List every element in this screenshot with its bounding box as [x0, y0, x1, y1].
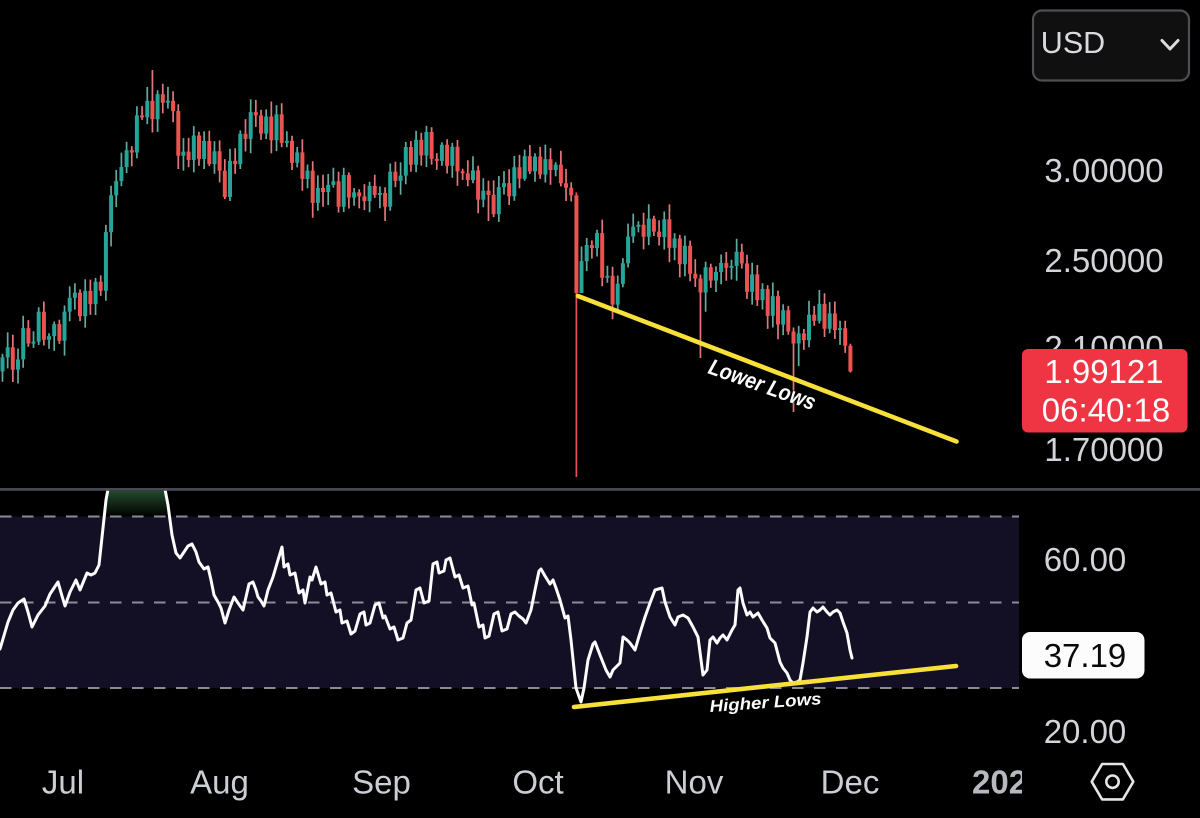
- svg-text:Sep: Sep: [352, 763, 411, 800]
- svg-text:Nov: Nov: [665, 763, 724, 800]
- svg-text:1.99121: 1.99121: [1044, 353, 1163, 390]
- svg-text:3.00000: 3.00000: [1044, 152, 1163, 189]
- svg-text:USD: USD: [1041, 26, 1105, 60]
- svg-text:20.00: 20.00: [1044, 713, 1127, 750]
- svg-text:Dec: Dec: [821, 763, 880, 800]
- svg-text:2.50000: 2.50000: [1044, 242, 1163, 279]
- svg-text:Aug: Aug: [190, 763, 249, 800]
- svg-text:37.19: 37.19: [1044, 637, 1127, 674]
- svg-text:Oct: Oct: [512, 763, 563, 800]
- svg-text:1.70000: 1.70000: [1044, 431, 1163, 468]
- svg-text:2025: 2025: [972, 763, 1045, 800]
- svg-text:Jul: Jul: [42, 763, 84, 800]
- svg-text:60.00: 60.00: [1044, 541, 1127, 578]
- svg-text:06:40:18: 06:40:18: [1042, 391, 1170, 428]
